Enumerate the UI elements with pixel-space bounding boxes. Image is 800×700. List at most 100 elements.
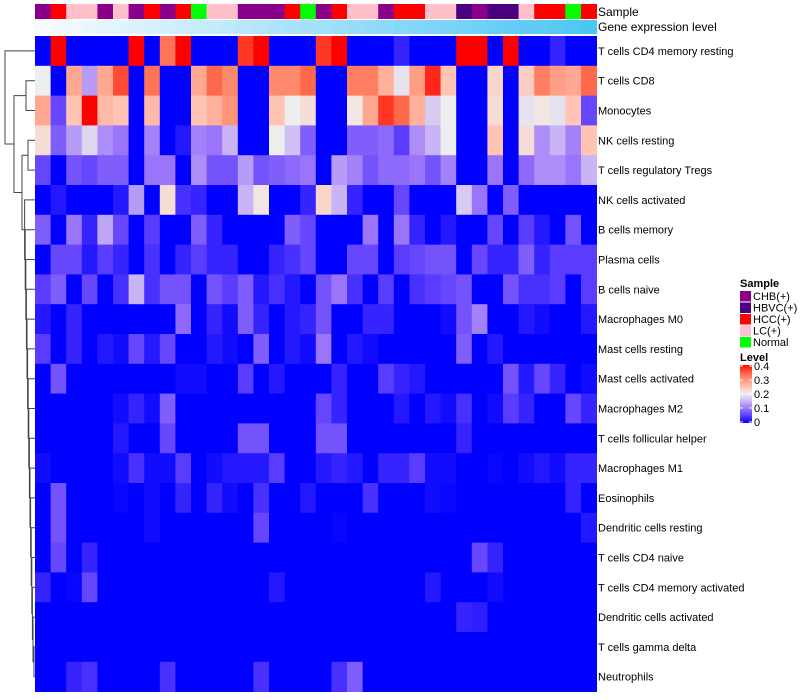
heatmap-cell (175, 214, 192, 245)
heatmap-cell (81, 423, 98, 454)
heatmap-cell (300, 155, 317, 186)
sample-annotation-cell (206, 4, 223, 19)
heatmap-cell (456, 542, 473, 573)
heatmap-cell (331, 423, 348, 454)
heatmap-cell (565, 125, 582, 156)
heatmap-cell (487, 125, 504, 156)
heatmap-cell (378, 453, 395, 484)
heatmap-cell (565, 244, 582, 275)
heatmap-cell (425, 453, 441, 484)
heatmap-cell (206, 244, 223, 275)
heatmap-cell (284, 602, 301, 633)
sample-annotation-cell (347, 4, 363, 19)
heatmap-cell (409, 125, 426, 156)
heatmap-cell (581, 423, 597, 454)
heatmap-cell (534, 661, 551, 692)
heatmap-cell (456, 155, 473, 186)
heatmap-cell (35, 155, 51, 186)
row-label: Macrophages M2 (598, 404, 683, 416)
heatmap-cell (409, 334, 426, 365)
heatmap-cell (128, 512, 145, 543)
heatmap-cell (518, 423, 535, 454)
heatmap-cell (409, 363, 426, 394)
heatmap-cell (487, 304, 504, 335)
heatmap-cell (518, 274, 535, 305)
heatmap-cell (503, 244, 519, 275)
heatmap-cell (503, 393, 519, 424)
heatmap-cell (347, 572, 363, 603)
heatmap-cell (503, 155, 519, 186)
heatmap-cell (35, 632, 51, 663)
row-label: Dendritic cells resting (598, 523, 703, 535)
heatmap-cell (393, 632, 410, 663)
heatmap-cell (331, 95, 348, 126)
heatmap-cell (113, 304, 129, 335)
sample-annotation-cell (66, 4, 83, 19)
heatmap-cell (237, 661, 254, 692)
sample-annotation-cell (97, 4, 114, 19)
heatmap-cell (315, 542, 332, 573)
heatmap-cell (487, 363, 504, 394)
heatmap-cell (35, 65, 51, 96)
heatmap-cell (331, 572, 348, 603)
heatmap-cell (113, 244, 129, 275)
heatmap-cell (534, 483, 551, 514)
heatmap-cell (269, 214, 285, 245)
heatmap-cell (362, 661, 379, 692)
heatmap-cell (128, 572, 145, 603)
heatmap-cell (440, 185, 457, 216)
heatmap-cell (66, 423, 83, 454)
heatmap-cell (269, 483, 285, 514)
heatmap-cell (175, 65, 192, 96)
heatmap-cell (534, 572, 551, 603)
heatmap-cell (97, 363, 114, 394)
heatmap-cell (253, 334, 270, 365)
heatmap-cell (222, 602, 239, 633)
heatmap-cell (393, 304, 410, 335)
heatmap-cell (440, 244, 457, 275)
heatmap-cell (440, 334, 457, 365)
heatmap-cell (35, 542, 51, 573)
sample-annotation-cell (222, 4, 239, 19)
heatmap-cell (487, 393, 504, 424)
heatmap-cell (66, 661, 83, 692)
heatmap-cell (440, 512, 457, 543)
gene-level-annotation-cell (393, 20, 410, 34)
heatmap-cell (456, 125, 473, 156)
heatmap-cell (128, 334, 145, 365)
heatmap-cell (362, 453, 379, 484)
heatmap-cell (487, 185, 504, 216)
gene-level-annotation-cell (331, 20, 348, 34)
heatmap-cell (581, 632, 597, 663)
heatmap-cell (97, 36, 114, 67)
heatmap-cell (175, 363, 192, 394)
dendrogram-branch (25, 80, 35, 111)
sample-annotation-cell (269, 4, 285, 19)
heatmap-cell (144, 483, 161, 514)
heatmap-cell (35, 274, 51, 305)
heatmap-cell (534, 304, 551, 335)
heatmap-cell (269, 125, 285, 156)
heatmap-cell (456, 274, 473, 305)
heatmap-cell (393, 393, 410, 424)
gene-level-annotation-cell (503, 20, 519, 34)
gene-level-annotation-cell (378, 20, 395, 34)
heatmap-cell (581, 512, 597, 543)
heatmap-cell (456, 661, 473, 692)
heatmap-cell (97, 65, 114, 96)
heatmap-cell (503, 334, 519, 365)
heatmap-cell (487, 542, 504, 573)
heatmap-cell (97, 572, 114, 603)
heatmap-cell (549, 632, 566, 663)
heatmap-cell (315, 36, 332, 67)
heatmap-cell (503, 453, 519, 484)
heatmap-cell (81, 632, 98, 663)
heatmap-cell (175, 36, 192, 67)
heatmap-cell (159, 661, 176, 692)
heatmap-cell (159, 512, 176, 543)
heatmap-cell (565, 36, 582, 67)
heatmap-cell (581, 602, 597, 633)
heatmap-cell (534, 95, 551, 126)
heatmap-cell (378, 542, 395, 573)
sample-annotation-cell (425, 4, 441, 19)
